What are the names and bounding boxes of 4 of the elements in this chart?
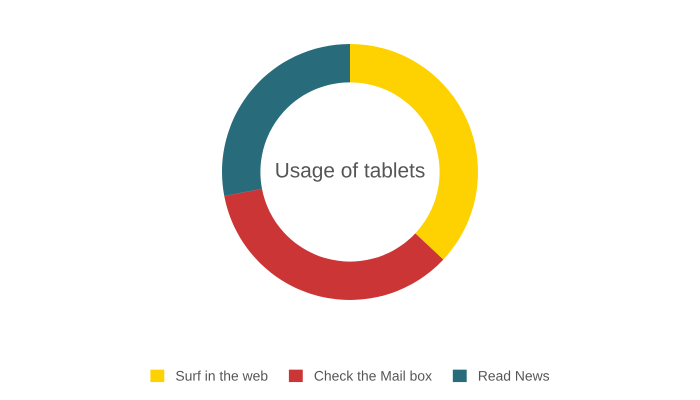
legend-label: Check the Mail box [314, 370, 432, 381]
legend-label: Read News [478, 370, 550, 381]
legend-label: Surf in the web [176, 370, 268, 381]
text: Usage of tablets [276, 162, 425, 182]
